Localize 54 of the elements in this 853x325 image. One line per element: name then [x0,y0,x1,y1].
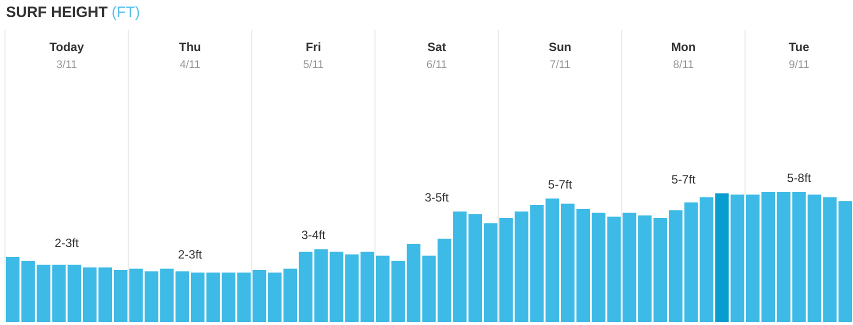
annotation: 2-3ft [178,248,203,262]
bar [715,193,729,322]
text: Fri [306,40,322,54]
bar [653,218,668,322]
annotation: 3-5ft [424,190,450,204]
bar [776,192,790,322]
bar [730,194,744,322]
bar [298,252,312,322]
bar [268,272,282,322]
text: Mon [671,40,696,54]
annotation: 2-3ft [54,236,80,250]
bar [283,268,298,322]
text: Today [49,40,84,54]
bar [391,260,405,322]
bar [761,192,775,322]
text: 4/11 [180,59,200,71]
bar [468,214,482,322]
text: 5/11 [303,59,324,71]
bar [190,272,205,322]
bar [68,264,82,322]
bar [98,267,112,322]
bar [6,257,20,322]
bar [21,260,35,322]
text: 5-7ft [548,178,573,192]
text: 8/11 [673,59,694,71]
text: Tue [788,40,810,54]
bar [83,267,97,322]
annotation: 3-4ft [301,228,326,242]
bar [206,272,220,322]
bar [823,197,837,322]
bar [114,270,128,322]
chart-title: SURF HEIGHT [6,4,108,21]
bar [576,208,590,322]
bar [560,204,575,322]
bar [668,210,682,322]
bar [838,201,852,322]
bar [546,198,560,322]
bar [376,256,390,322]
text: 5-7ft [671,172,696,186]
text: 7/11 [550,59,570,71]
bar [746,194,760,322]
bar [484,223,498,322]
text: 3/11 [56,59,77,71]
text: 9/11 [788,59,810,71]
bar [453,212,467,322]
text: Sun [548,40,572,54]
bar [360,252,374,322]
bar [176,271,190,322]
bar [638,215,652,322]
chart-subtitle: (FT) [112,4,140,21]
text: Thu [179,40,202,54]
text: Sat [427,40,446,54]
text: 6/11 [426,59,448,71]
text: 5-8ft [787,171,812,185]
